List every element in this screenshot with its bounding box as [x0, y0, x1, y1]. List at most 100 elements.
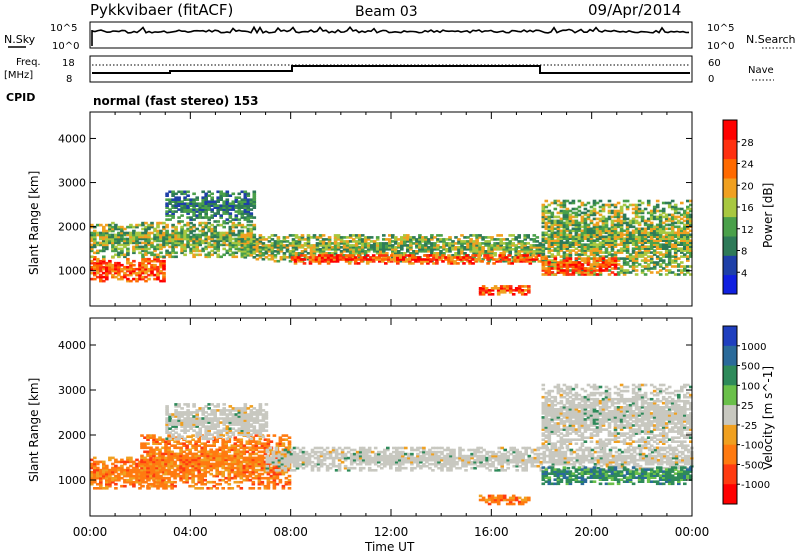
heatmap-cell — [613, 225, 618, 229]
heatmap-cell — [391, 248, 395, 251]
cpid-text: normal (fast stereo) 153 — [93, 94, 259, 108]
heatmap-cell — [312, 234, 317, 237]
heatmap-cell — [418, 242, 422, 245]
heatmap-cell — [170, 452, 174, 456]
heatmap-cell — [670, 265, 675, 268]
heatmap-cell — [655, 229, 660, 233]
heatmap-cell — [90, 458, 94, 462]
heatmap-cell — [359, 258, 364, 261]
heatmap-cell — [689, 245, 693, 248]
heatmap-cell — [138, 472, 142, 476]
heatmap-cell — [173, 476, 177, 480]
heatmap-cell — [141, 255, 145, 259]
heatmap-cell — [366, 244, 371, 247]
heatmap-cell — [108, 259, 112, 263]
heatmap-cell — [186, 208, 190, 211]
heatmap-cell — [152, 450, 156, 454]
heatmap-cell — [613, 209, 618, 213]
heatmap-cell — [254, 458, 259, 462]
heatmap-cell — [230, 487, 235, 490]
heatmap-cell — [209, 480, 213, 484]
heatmap-cell — [257, 476, 262, 480]
heatmap-cell — [544, 231, 549, 235]
heatmap-cell — [225, 210, 230, 213]
heatmap-cell — [673, 265, 678, 268]
heatmap-cell — [436, 240, 440, 243]
heatmap-cell — [138, 480, 142, 484]
heatmap-cell — [197, 438, 201, 441]
heatmap-cell — [170, 444, 174, 447]
heatmap-cell — [260, 464, 265, 468]
heatmap-cell — [186, 190, 190, 194]
heatmap-cell — [469, 242, 473, 245]
heatmap-cell — [622, 237, 627, 240]
heatmap-cell — [251, 448, 256, 452]
heatmap-cell — [282, 246, 287, 249]
heatmap-cell — [228, 225, 233, 229]
heatmap-cell — [448, 246, 452, 249]
heatmap-cell — [242, 456, 247, 460]
heatmap-cell — [312, 252, 317, 255]
heatmap-cell — [108, 239, 112, 243]
heatmap-cell — [496, 242, 500, 245]
heatmap-cell — [625, 207, 630, 211]
heatmap-cell — [228, 208, 233, 211]
heatmap-cell — [126, 458, 130, 462]
heatmap-cell — [598, 199, 603, 203]
heatmap-cell — [221, 434, 225, 437]
heatmap-cell — [583, 207, 588, 211]
heatmap-cell — [144, 237, 148, 241]
heatmap-cell — [126, 253, 130, 257]
heatmap-cell — [102, 464, 106, 468]
heatmap-cell — [285, 240, 290, 243]
heatmap-cell — [129, 478, 133, 482]
heatmap-cell — [158, 442, 162, 445]
heatmap-cell — [670, 219, 675, 223]
heatmap-cell — [270, 246, 275, 249]
heatmap-cell — [111, 247, 115, 251]
heatmap-cell — [368, 260, 373, 263]
heatmap-cell — [394, 250, 398, 253]
heatmap-cell — [520, 248, 524, 251]
heatmap-cell — [568, 231, 573, 235]
heatmap-cell — [188, 442, 192, 445]
heatmap-cell — [598, 209, 603, 213]
heatmap-cell — [141, 227, 145, 231]
heatmap-cell — [230, 466, 235, 470]
heatmap-cell — [144, 247, 148, 251]
heatmap-cell — [132, 233, 136, 237]
heatmap-cell — [610, 215, 615, 219]
heatmap-cell — [683, 265, 687, 268]
heatmap-cell — [658, 259, 663, 262]
heatmap-cell — [102, 267, 106, 271]
heatmap-cell — [170, 450, 174, 454]
heatmap-cell — [102, 466, 106, 470]
heatmap-cell — [206, 450, 210, 454]
heatmap-cell — [595, 261, 600, 264]
heatmap-cell — [153, 247, 157, 251]
heatmap-cell — [147, 227, 151, 231]
heatmap-cell — [252, 237, 257, 241]
heatmap-cell — [227, 466, 232, 470]
heatmap-cell — [339, 236, 344, 239]
heatmap-cell — [345, 236, 350, 239]
heatmap-cell — [204, 233, 208, 237]
heatmap-cell — [619, 209, 624, 213]
heatmap-cell — [568, 269, 573, 272]
heatmap-cell — [664, 201, 669, 205]
heatmap-cell — [527, 285, 531, 288]
heatmap-cell — [239, 476, 244, 480]
heatmap-cell — [183, 233, 187, 237]
heatmap-cell — [159, 259, 163, 263]
heatmap-cell — [206, 456, 210, 460]
heatmap-cell — [132, 225, 136, 229]
heatmap-cell — [646, 259, 651, 262]
heatmap-cell — [589, 227, 594, 231]
heatmap-cell — [210, 231, 214, 235]
heatmap-cell — [203, 456, 207, 460]
heatmap-cell — [93, 265, 97, 269]
heatmap-cell — [333, 242, 338, 245]
heatmap-cell — [439, 240, 443, 243]
heatmap-cell — [680, 227, 684, 231]
